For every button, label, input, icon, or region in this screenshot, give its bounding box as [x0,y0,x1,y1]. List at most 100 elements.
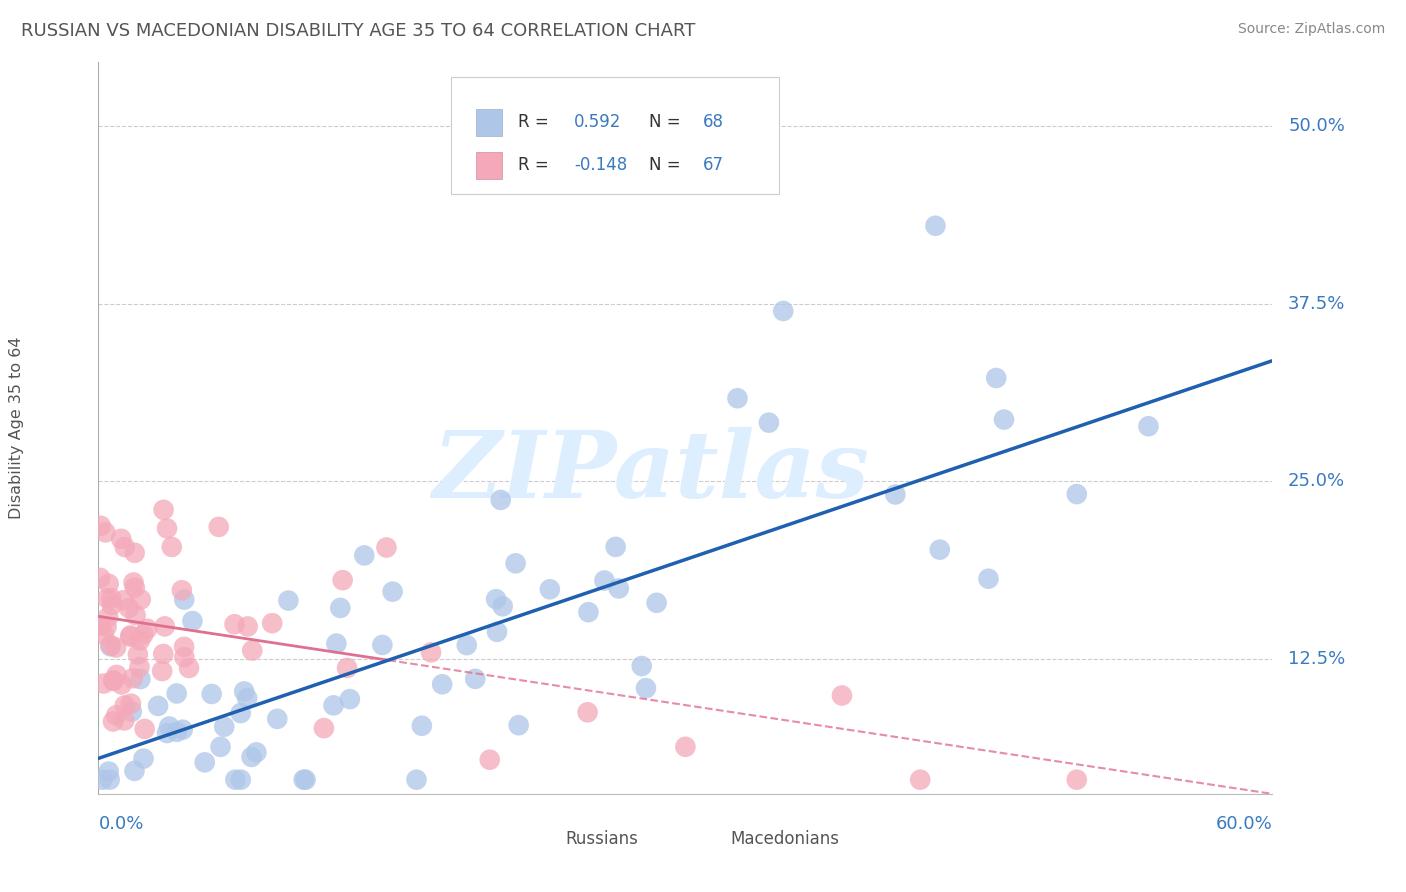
Point [173,650,195,665]
Point [160,540,183,554]
Point [124,546,146,560]
Point [118,601,141,615]
Point [312,721,335,735]
Point [578,605,600,619]
Point [209,739,232,754]
Point [1137,419,1160,434]
Text: 50.0%: 50.0% [1288,118,1346,136]
Point [129,633,152,648]
Point [98,640,121,654]
Point [371,638,394,652]
Point [156,521,179,535]
Point [236,619,259,633]
Point [229,706,252,720]
Point [132,751,155,765]
Point [120,697,142,711]
Point [132,627,155,641]
Point [224,772,246,787]
Point [124,764,146,778]
Point [166,724,188,739]
Point [127,648,149,662]
Point [831,689,853,703]
Point [910,772,932,787]
Point [136,622,159,636]
Point [884,487,907,501]
Point [405,772,427,787]
Text: Source: ZipAtlas.com: Source: ZipAtlas.com [1237,22,1385,37]
Point [986,371,1008,385]
Point [332,573,354,587]
Point [166,686,188,700]
Point [505,557,527,571]
Point [492,599,515,614]
Point [236,691,259,706]
Point [120,628,142,642]
Point [181,614,204,628]
Text: RUSSIAN VS MACEDONIAN DISABILITY AGE 35 TO 64 CORRELATION CHART: RUSSIAN VS MACEDONIAN DISABILITY AGE 35 … [21,22,696,40]
Text: 12.5%: 12.5% [1288,650,1346,668]
Point [112,714,135,728]
Text: 60.0%: 60.0% [1216,815,1272,833]
Point [124,608,146,623]
Text: Disability Age 35 to 64: Disability Age 35 to 64 [8,337,24,519]
Point [150,664,173,678]
Point [173,592,195,607]
Point [103,673,125,688]
FancyBboxPatch shape [477,152,502,179]
FancyBboxPatch shape [692,827,721,855]
Point [478,753,501,767]
Text: N =: N = [650,156,686,174]
Point [172,723,194,737]
Text: R =: R = [517,156,554,174]
Point [96,591,118,606]
Point [173,640,195,654]
Point [245,745,267,759]
Point [170,583,193,598]
Point [152,503,174,517]
Point [924,219,946,233]
Text: Russians: Russians [565,830,638,848]
Point [630,659,652,673]
Point [152,647,174,661]
Point [90,618,112,632]
Text: 25.0%: 25.0% [1288,473,1346,491]
Text: 0.592: 0.592 [574,112,621,131]
Point [105,640,128,655]
Point [607,582,630,596]
Point [486,624,509,639]
Point [329,601,352,615]
Point [114,540,136,554]
Point [464,672,486,686]
Point [727,391,749,405]
Point [153,619,176,633]
Point [1066,772,1088,787]
Point [758,416,780,430]
FancyBboxPatch shape [450,77,779,194]
Point [112,593,135,607]
Point [101,598,124,612]
Point [292,772,315,787]
Point [97,764,120,779]
Point [605,540,627,554]
Point [224,617,246,632]
Point [240,750,263,764]
Point [156,726,179,740]
Point [110,532,132,546]
FancyBboxPatch shape [477,109,502,136]
Point [93,627,115,641]
Text: ZIPatlas: ZIPatlas [432,427,869,517]
Point [353,549,375,563]
Point [97,610,120,624]
Point [110,677,132,691]
Point [266,712,288,726]
Point [993,412,1015,426]
Point [229,772,252,787]
Text: 67: 67 [703,156,724,174]
Point [1066,487,1088,501]
Point [201,687,224,701]
Point [134,722,156,736]
Point [124,581,146,595]
Point [928,542,950,557]
Point [325,636,347,650]
Point [94,525,117,540]
